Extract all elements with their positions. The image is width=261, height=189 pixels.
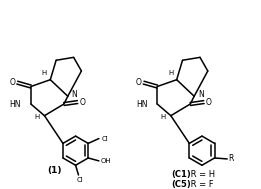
- Text: (C1): (C1): [171, 170, 191, 178]
- Text: Cl: Cl: [101, 136, 108, 142]
- Text: R = H: R = H: [188, 170, 216, 178]
- Text: OH: OH: [100, 158, 111, 164]
- Text: H: H: [34, 114, 39, 120]
- Text: (1): (1): [47, 166, 61, 175]
- Text: HN: HN: [10, 100, 21, 108]
- Text: O: O: [79, 98, 85, 107]
- Text: H: H: [161, 114, 166, 120]
- Text: O: O: [9, 78, 15, 87]
- Text: O: O: [206, 98, 212, 107]
- Text: N: N: [198, 90, 204, 99]
- Text: N: N: [72, 90, 78, 99]
- Text: HN: HN: [136, 100, 147, 108]
- Text: H: H: [42, 70, 47, 76]
- Text: (C5): (C5): [171, 180, 191, 189]
- Text: Cl: Cl: [77, 177, 84, 183]
- Text: R = F: R = F: [188, 180, 214, 189]
- Text: R: R: [228, 154, 234, 163]
- Text: O: O: [136, 78, 142, 87]
- Text: H: H: [168, 70, 174, 76]
